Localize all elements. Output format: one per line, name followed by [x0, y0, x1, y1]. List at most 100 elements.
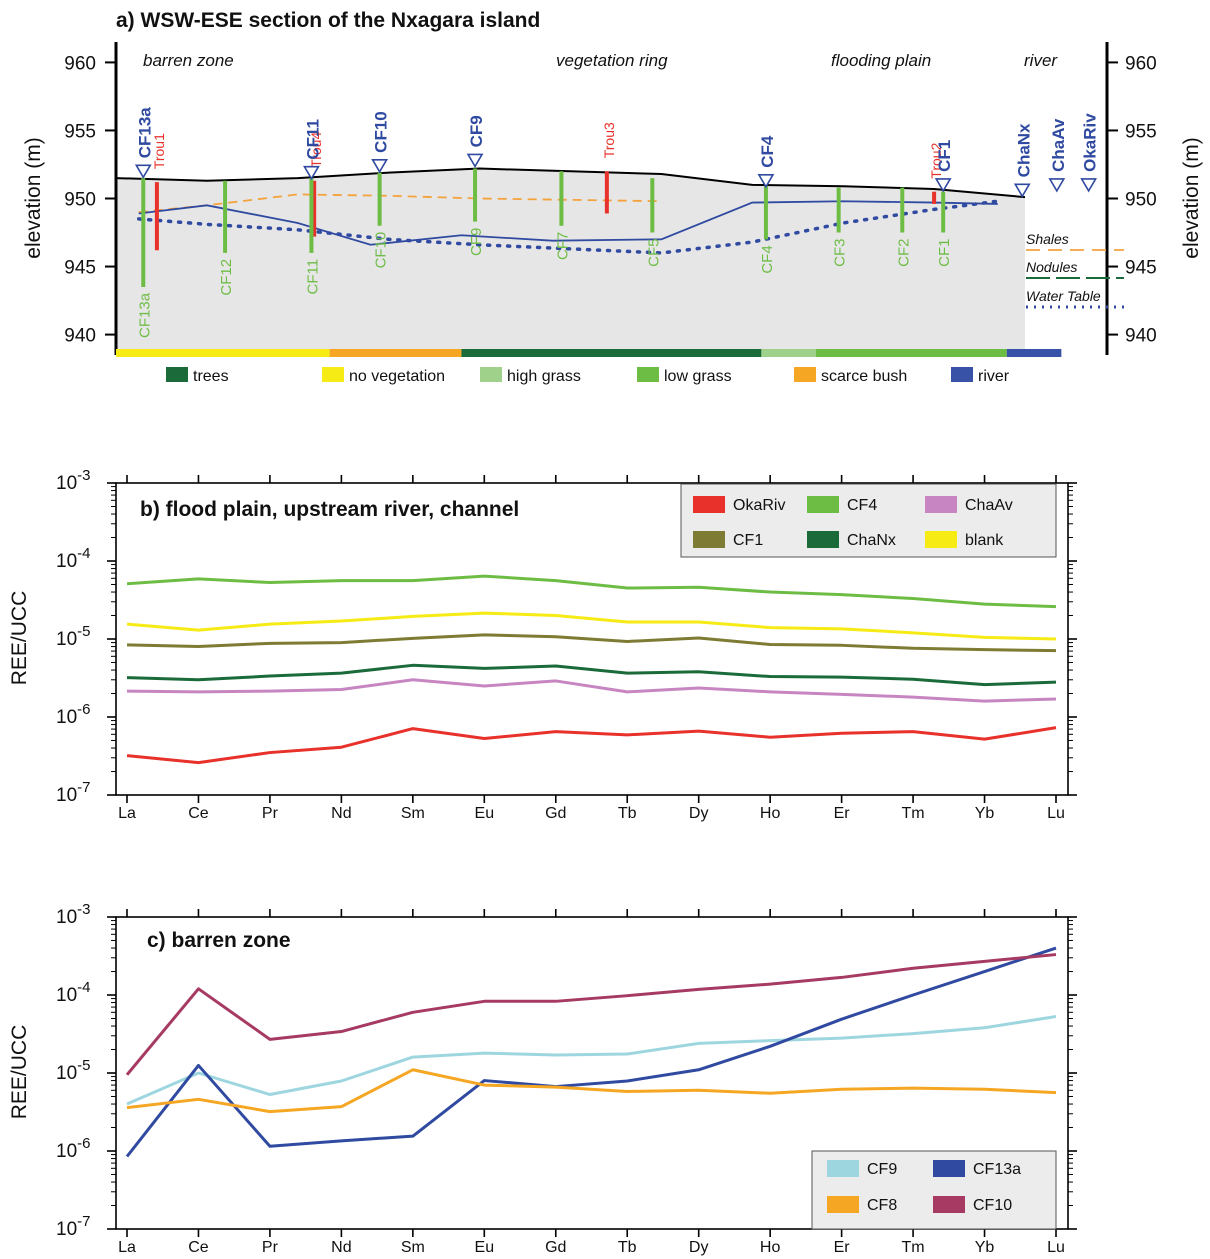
panel-b-legend-label-blank: blank — [965, 532, 1004, 549]
panel-c-legend-swatch-cf8 — [827, 1196, 859, 1213]
panel-b-xtick-label-tb: Tb — [618, 805, 637, 822]
sample-marker-cf11 — [303, 165, 320, 181]
nodules-line — [138, 200, 998, 246]
panel-c-xtick-label-ce: Ce — [188, 1239, 209, 1256]
core-label-cf7: CF7 — [554, 232, 571, 260]
core-label-cf10: CF10 — [373, 232, 390, 269]
vegetation-bar-no-vegetation — [116, 349, 330, 357]
ground-surface-line — [115, 167, 1026, 199]
panel-b-xtick-label-sm: Sm — [401, 805, 425, 822]
panel-b-legend-label-chanx: ChaNx — [847, 532, 896, 549]
panel-b-legend-label-cf1: CF1 — [733, 532, 763, 549]
panel-c-title: c) barren zone — [147, 929, 291, 952]
vegetation-bar-high-grass — [761, 349, 816, 357]
panel-c-xtick-label-gd: Gd — [545, 1239, 566, 1256]
panel-b-xtick-label-lu: Lu — [1047, 805, 1065, 822]
panel-b-ytick-label-1: 10-6 — [56, 701, 90, 728]
panel-b-ylabel: REE/UCC — [8, 591, 31, 686]
panel-b-series-blank — [126, 611, 1057, 641]
sample-label-cf11: CF11 — [303, 119, 322, 160]
panel-c-legend-swatch-cf9 — [827, 1160, 859, 1177]
left-tick-label-945: 945 — [64, 258, 96, 279]
core-label-cf12: CF12 — [218, 259, 235, 296]
panel-c-ylabel: REE/UCC — [8, 1025, 31, 1120]
sample-label-cf10: CF10 — [372, 111, 391, 153]
panel-b-series-okariv — [126, 726, 1057, 765]
panel-a-ylabel-left: elevation (m) — [22, 137, 45, 258]
sample-marker-cf1 — [934, 178, 952, 193]
sample-marker-cf4 — [757, 174, 775, 189]
core-label-cf1: CF1 — [936, 239, 953, 267]
vegetation-bar-low-grass — [815, 349, 1007, 357]
panel-c-legend-label-cf8: CF8 — [867, 1197, 897, 1214]
panel-b-series-chanx — [126, 663, 1057, 687]
hole-label-trou3: Trou3 — [601, 122, 617, 158]
zone-label-river: river — [1024, 51, 1058, 70]
panel-c-xtick-label-dy: Dy — [689, 1239, 709, 1256]
panel-b-legend-swatch-cf1 — [693, 531, 725, 548]
panel-b-xtick-label-eu: Eu — [475, 805, 495, 822]
water-table-line — [136, 199, 1000, 255]
panel-c-xtick-label-lu: Lu — [1047, 1239, 1065, 1256]
panel-b-legend-label-okariv: OkaRiv — [733, 497, 785, 514]
zone-label-flooding-plain: flooding plain — [831, 51, 931, 70]
panel-c-xtick-label-pr: Pr — [262, 1239, 279, 1256]
vegetation-legend-swatch-river — [951, 367, 973, 382]
sample-label-cf1: CF1 — [935, 140, 954, 172]
left-tick-label-950: 950 — [64, 190, 96, 211]
panel-c-legend-label-cf10: CF10 — [973, 1197, 1012, 1214]
panel-b-xtick-label-gd: Gd — [545, 805, 566, 822]
core-label-cf13a: CF13a — [136, 292, 153, 338]
panel-b-legend-swatch-chaav — [925, 496, 957, 513]
panel-b-legend-swatch-chanx — [807, 531, 839, 548]
panel-b-ytick-label-0: 10-7 — [56, 779, 90, 806]
panel-c-xtick-label-tm: Tm — [902, 1239, 925, 1256]
panel-b-ytick-label-4: 10-3 — [56, 467, 90, 494]
sample-label-chaav: ChaAv — [1049, 118, 1068, 172]
panel-a-title: a) WSW-ESE section of the Nxagara island — [116, 9, 540, 32]
sample-marker-okariv — [1080, 178, 1098, 193]
panel-c-series-cf10 — [125, 953, 1057, 1076]
panel-c-ytick-label-2: 10-5 — [56, 1057, 90, 1084]
panel-b-series-chaav — [126, 678, 1057, 703]
panel-c-legend-swatch-cf13a — [933, 1160, 965, 1177]
panel-b-xtick-label-er: Er — [834, 805, 851, 822]
vegetation-legend-label-trees: trees — [193, 368, 229, 385]
panel-b-ytick-label-3: 10-4 — [56, 545, 90, 572]
zone-label-barren: barren zone — [143, 51, 234, 70]
sample-marker-chaav — [1048, 178, 1066, 193]
panel-c-ytick-label-1: 10-6 — [56, 1135, 90, 1162]
panel-b-xtick-label-la: La — [118, 805, 136, 822]
panel-c-series-cf9 — [126, 1015, 1057, 1106]
line-legend-water-table: Water Table — [1026, 288, 1101, 304]
sample-label-cf4: CF4 — [758, 135, 777, 168]
panel-b-xtick-label-ce: Ce — [188, 805, 209, 822]
panel-b-legend-label-chaav: ChaAv — [965, 497, 1013, 514]
core-label-cf4: CF4 — [759, 245, 776, 273]
panel-c-xtick-label-ho: Ho — [760, 1239, 781, 1256]
core-label-cf5: CF5 — [645, 239, 662, 267]
panel-b-legend-swatch-cf4 — [807, 496, 839, 513]
core-label-cf11: CF11 — [304, 259, 321, 295]
panel-c-ytick-label-3: 10-4 — [56, 979, 90, 1006]
panel-c-xtick-label-er: Er — [834, 1239, 851, 1256]
panel-b-xtick-label-dy: Dy — [689, 805, 709, 822]
core-label-cf2: CF2 — [895, 239, 912, 267]
panel-b-legend-box — [680, 483, 1057, 558]
vegetation-legend-label-high-grass: high grass — [507, 368, 581, 385]
panel-b-ytick-label-2: 10-5 — [56, 623, 90, 650]
panel-c-xtick-label-eu: Eu — [475, 1239, 495, 1256]
hole-label-trou4: Trou4 — [308, 132, 324, 168]
hole-label-trou1: Trou1 — [151, 133, 167, 169]
panel-b-legend-label-cf4: CF4 — [847, 497, 877, 514]
panel-b-xtick-label-nd: Nd — [331, 805, 351, 822]
vegetation-legend-label-scarce-bush: scarce bush — [821, 368, 907, 385]
vegetation-legend-label-river: river — [978, 368, 1010, 385]
right-tick-label-940: 940 — [1125, 326, 1157, 347]
panel-a-ylabel-right: elevation (m) — [1180, 137, 1203, 258]
sample-marker-cf9 — [466, 153, 484, 168]
panel-c-legend-label-cf13a: CF13a — [973, 1161, 1021, 1178]
sample-marker-chanx — [1013, 183, 1031, 198]
left-tick-label-940: 940 — [64, 326, 96, 347]
